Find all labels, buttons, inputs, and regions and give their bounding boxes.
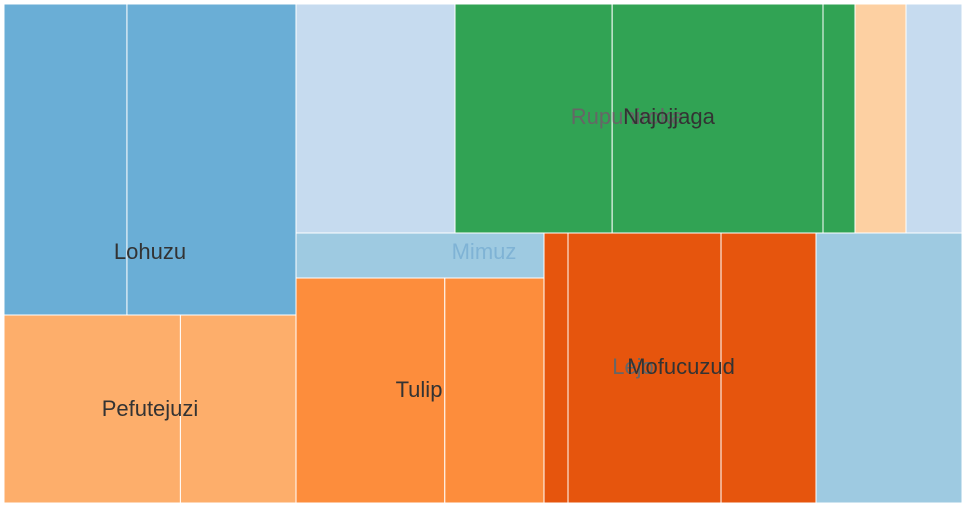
treemap-cell — [179, 314, 297, 504]
treemap-cell — [611, 3, 824, 234]
treemap-label: Mimuz — [452, 239, 517, 264]
treemap-cell — [543, 232, 569, 504]
treemap-cell — [3, 3, 128, 316]
treemap-cell — [822, 3, 856, 234]
treemap-label: Pefutejuzi — [102, 396, 199, 421]
treemap-label: Mofucuzud — [627, 354, 735, 379]
treemap-cell — [454, 3, 613, 234]
treemap-label: Rupuhiroka — [571, 104, 684, 129]
treemap-cell — [444, 277, 545, 504]
treemap-label: Lohuzu — [114, 239, 186, 264]
treemap-cell — [295, 277, 446, 504]
treemap-label: Lejo — [612, 354, 654, 379]
treemap-cell — [905, 3, 963, 234]
treemap-cell — [815, 232, 963, 504]
treemap-cell — [3, 314, 181, 504]
treemap-cell — [567, 232, 722, 504]
treemap-cell — [295, 3, 456, 234]
treemap-cell — [854, 3, 907, 234]
treemap-label: Tulip — [396, 377, 443, 402]
treemap-label: Najojjaga — [623, 104, 715, 129]
treemap-cell — [126, 3, 297, 316]
treemap-cell — [720, 232, 817, 504]
